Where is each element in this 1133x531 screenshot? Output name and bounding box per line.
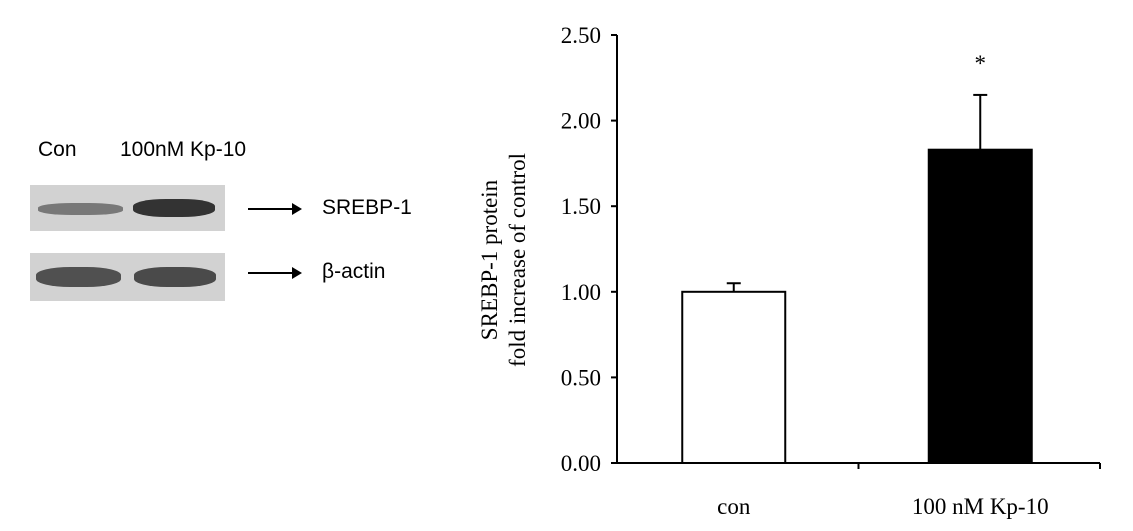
srebp1-band-kp10 bbox=[133, 199, 215, 217]
y-axis-title-line-2: fold increase of control bbox=[505, 153, 530, 367]
srebp1-band-con bbox=[38, 203, 123, 215]
y-tick-label: 0.00 bbox=[561, 451, 601, 476]
y-tick-label: 0.50 bbox=[561, 365, 601, 390]
actin-label: β-actin bbox=[322, 260, 386, 283]
y-tick-label: 1.50 bbox=[561, 194, 601, 219]
y-tick-label: 2.50 bbox=[561, 23, 601, 48]
actin-band-con bbox=[36, 267, 121, 287]
x-tick-label: 100 nM Kp-10 bbox=[912, 494, 1049, 519]
srebp1-label: SREBP-1 bbox=[322, 196, 412, 219]
western-blot-panel: Con 100nM Kp-10 SREBP-1 β-actin bbox=[0, 0, 440, 531]
lane-label-con: Con bbox=[38, 138, 77, 161]
actin-arrow-icon bbox=[248, 267, 302, 279]
lane-label-kp10: 100nM Kp-10 bbox=[120, 138, 247, 161]
significance-marker: * bbox=[975, 51, 987, 76]
bar bbox=[927, 148, 1033, 464]
y-tick-label: 2.00 bbox=[561, 109, 601, 134]
plot-area: 0.00 0.50 1.00 1.50 2.00 2.50 con 100 nM Kp-10 * bbox=[561, 23, 1101, 519]
y-tick-label: 1.00 bbox=[561, 280, 601, 305]
x-tick-label: con bbox=[717, 494, 751, 519]
y-axis-title: SREBP-1 protein fold increase of control bbox=[477, 153, 530, 367]
srebp1-blot-strip bbox=[30, 185, 225, 231]
srebp1-arrow-icon bbox=[248, 203, 302, 215]
actin-blot-strip bbox=[30, 253, 225, 301]
y-axis-title-line-1: SREBP-1 protein bbox=[477, 179, 502, 340]
bar bbox=[681, 290, 787, 464]
actin-band-kp10 bbox=[134, 267, 216, 287]
